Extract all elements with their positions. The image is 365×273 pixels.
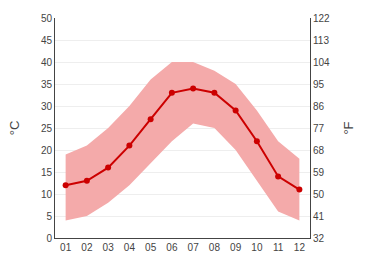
svg-text:5: 5 [46,211,52,222]
svg-text:11: 11 [273,242,284,253]
svg-text:68: 68 [313,145,325,156]
svg-text:35: 35 [41,79,53,90]
svg-text:50: 50 [313,189,325,200]
svg-text:20: 20 [41,145,53,156]
svg-text:113: 113 [313,35,329,46]
svg-text:°F: °F [341,121,356,134]
svg-text:41: 41 [313,211,325,222]
svg-text:25: 25 [41,123,53,134]
svg-text:30: 30 [41,101,53,112]
svg-text:45: 45 [41,35,53,46]
svg-text:08: 08 [209,242,221,253]
svg-text:06: 06 [166,242,178,253]
svg-text:77: 77 [313,123,325,134]
svg-text:0: 0 [46,233,52,244]
svg-text:04: 04 [124,242,136,253]
svg-text:09: 09 [230,242,242,253]
svg-text:50: 50 [41,13,53,24]
svg-text:32: 32 [313,233,325,244]
svg-text:10: 10 [251,242,263,253]
svg-text:59: 59 [313,167,325,178]
svg-text:05: 05 [145,242,157,253]
svg-text:15: 15 [41,167,53,178]
svg-text:86: 86 [313,101,325,112]
svg-text:03: 03 [103,242,115,253]
svg-text:95: 95 [313,79,325,90]
svg-text:12: 12 [294,242,306,253]
svg-text:02: 02 [81,242,93,253]
svg-text:122: 122 [313,13,330,24]
svg-text:40: 40 [41,57,53,68]
svg-text:104: 104 [313,57,330,68]
svg-text:01: 01 [60,242,72,253]
svg-text:07: 07 [188,242,200,253]
svg-text:10: 10 [41,189,53,200]
svg-text:°C: °C [7,121,22,136]
